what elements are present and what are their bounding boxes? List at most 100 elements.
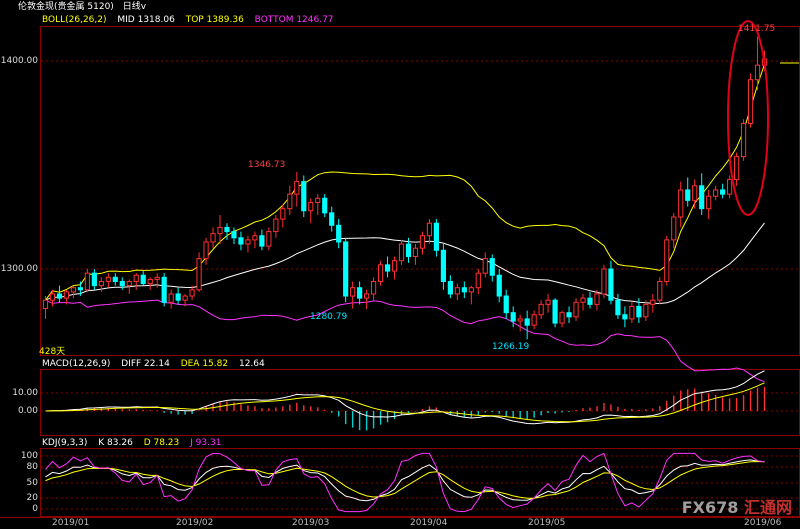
bollinger-bands xyxy=(45,64,765,383)
candle-body xyxy=(580,297,586,303)
kdj-j: J 93.31 xyxy=(190,438,222,448)
boll-legend: BOLL(26,26,2) MID 1318.06 TOP 1389.36 BO… xyxy=(42,14,342,26)
candle-body xyxy=(671,216,677,241)
candle-body xyxy=(685,189,691,201)
days-count: 428天 xyxy=(39,347,66,357)
candle-body xyxy=(754,64,761,81)
candle-body xyxy=(336,224,342,243)
annotation-feb-high: 1346.73 xyxy=(248,160,286,170)
candle-body xyxy=(308,201,314,212)
candle-body xyxy=(133,274,139,282)
candle-body xyxy=(559,312,565,324)
candle-body xyxy=(49,293,56,301)
candle-body xyxy=(664,239,670,282)
candle-body xyxy=(231,231,237,239)
candle-body xyxy=(433,222,440,251)
candle-body xyxy=(384,264,391,272)
candle-body xyxy=(259,235,265,247)
macd-tick-0: 0.00 xyxy=(17,406,38,416)
kdj-k: K 83.26 xyxy=(98,438,133,448)
candle-body xyxy=(287,193,293,210)
candle-body xyxy=(42,299,49,310)
macd-diff-line xyxy=(45,370,765,425)
annotation-max: 1411.75 xyxy=(738,24,776,34)
candle-body xyxy=(196,258,202,291)
candlestick-series xyxy=(42,36,768,340)
market-label: (贵金属 5120) xyxy=(54,2,114,12)
candle-body xyxy=(517,318,523,322)
kdj-d: D 78.23 xyxy=(143,438,180,448)
kdj-k-line xyxy=(45,459,765,502)
candle-body xyxy=(343,241,349,297)
x-tick-jun: 2019/06 xyxy=(744,518,782,528)
annotation-mar-low: 1280.79 xyxy=(310,312,348,322)
candle-body xyxy=(650,299,656,305)
boll-mid-line xyxy=(45,222,765,305)
candle-body xyxy=(91,272,97,287)
candle-body xyxy=(678,189,684,218)
candle-body xyxy=(119,280,125,287)
boll-label[interactable]: BOLL(26,26,2) xyxy=(42,15,107,25)
kdj-label[interactable]: KDJ(9,3,3) xyxy=(42,438,88,448)
kdj-tick-0: 0 xyxy=(32,504,38,514)
candle-body xyxy=(538,303,544,316)
candle-body xyxy=(203,241,209,260)
x-tick-jan: 2019/01 xyxy=(52,518,90,528)
candle-body xyxy=(713,189,719,197)
macd-value: 12.64 xyxy=(238,359,265,369)
candle-body xyxy=(294,181,300,195)
candle-body xyxy=(364,293,370,299)
candle-body xyxy=(482,258,488,274)
macd-label[interactable]: MACD(12,26,9) xyxy=(42,359,111,369)
candle-body xyxy=(140,274,146,285)
candle-body xyxy=(622,314,628,320)
candle-body xyxy=(126,280,132,287)
candle-body xyxy=(510,312,516,322)
candle-body xyxy=(426,222,433,237)
macd-dea: DEA 15.82 xyxy=(180,359,229,369)
candle-body xyxy=(175,293,181,301)
candle-body xyxy=(643,303,649,318)
chevron-down-icon[interactable]: v xyxy=(140,2,147,12)
candle-body xyxy=(496,274,502,297)
boll-top-line xyxy=(45,64,765,301)
macd-diff: DIFF 22.14 xyxy=(121,359,170,369)
candle-body xyxy=(112,276,118,282)
candle-body xyxy=(740,122,747,158)
candle-body xyxy=(252,235,258,241)
watermark-brand: FX678 xyxy=(681,498,739,517)
boll-bottom: BOTTOM 1246.77 xyxy=(254,15,334,25)
candle-body xyxy=(168,293,174,303)
candle-body xyxy=(615,299,621,316)
candle-body xyxy=(315,197,321,203)
boll-mid: MID 1318.06 xyxy=(117,15,175,25)
candle-body xyxy=(461,287,467,293)
candle-body xyxy=(720,189,726,195)
candle-body xyxy=(98,280,104,287)
candle-body xyxy=(503,295,509,314)
macd-dea-line xyxy=(45,382,765,423)
candle-body xyxy=(56,293,63,299)
candle-body xyxy=(594,293,600,305)
macd-panel xyxy=(45,370,766,431)
candle-body xyxy=(733,156,740,181)
kdj-tick-50: 50 xyxy=(26,478,38,488)
candle-body xyxy=(189,289,195,297)
candle-body xyxy=(273,218,279,233)
candle-body xyxy=(357,287,363,299)
candle-body xyxy=(391,260,398,272)
candle-body xyxy=(245,239,251,245)
candle-body xyxy=(398,243,405,262)
period-selector[interactable]: 日线 xyxy=(122,2,141,12)
candle-body xyxy=(301,181,307,212)
candle-body xyxy=(419,235,426,249)
candle-body xyxy=(77,287,83,291)
candle-body xyxy=(63,291,70,299)
candle-body xyxy=(475,272,481,289)
price-tick-1300: 1300.00 xyxy=(0,264,38,274)
candle-body xyxy=(217,226,223,235)
candle-body xyxy=(182,295,188,301)
boll-top: TOP 1389.36 xyxy=(185,15,244,25)
candle-body xyxy=(545,299,551,305)
kdj-tick-80: 80 xyxy=(26,462,38,472)
